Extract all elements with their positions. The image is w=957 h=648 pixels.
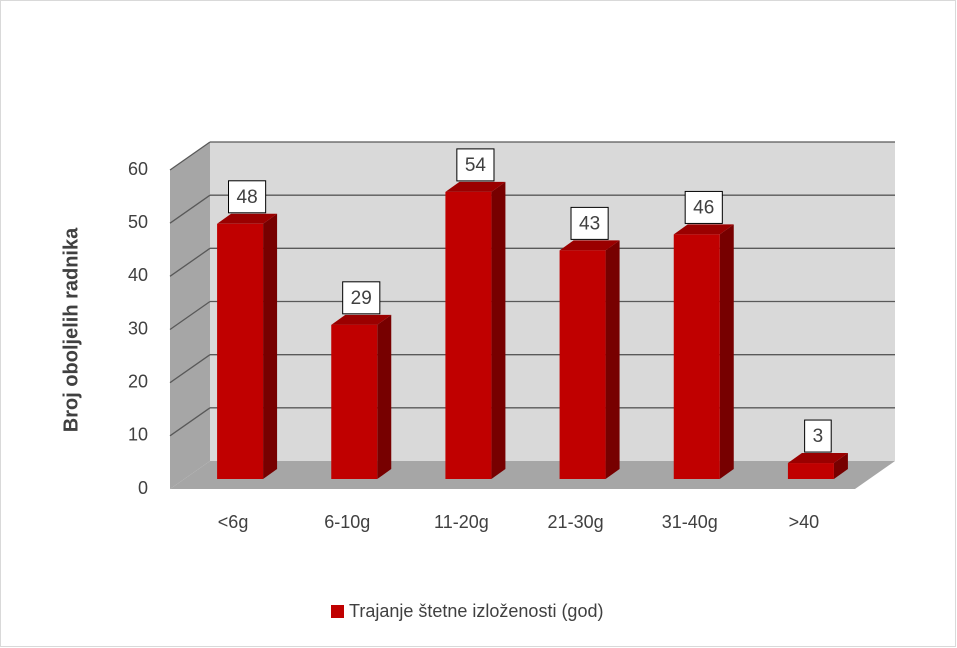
y-tick-label: 30	[128, 318, 148, 338]
bar-top	[787, 453, 848, 464]
y-axis-title: Broj oboljelih radnika	[60, 227, 82, 432]
data-label: 46	[693, 197, 714, 218]
bar	[673, 234, 720, 479]
bar-side	[263, 213, 278, 480]
data-label: 29	[351, 288, 372, 309]
bar-top	[331, 314, 392, 325]
grid-line	[169, 141, 211, 171]
data-label: 43	[579, 213, 600, 234]
data-label: 48	[237, 187, 258, 208]
data-label-box	[228, 180, 267, 214]
y-tick-label: 40	[128, 265, 148, 285]
legend-swatch	[331, 605, 344, 618]
x-tick-label: 6-10g	[324, 512, 370, 532]
bar	[445, 191, 492, 479]
x-tick-label: >40	[789, 512, 820, 532]
x-tick-label: 21-30g	[548, 512, 604, 532]
data-label-box	[342, 281, 381, 315]
bar-side	[605, 240, 620, 479]
data-label: 54	[465, 155, 487, 176]
y-tick-label: 60	[128, 159, 148, 179]
bar-top	[445, 181, 506, 192]
bar-top	[673, 224, 734, 235]
grid-line	[169, 247, 211, 277]
grid-line	[169, 407, 211, 437]
grid-line	[169, 354, 211, 384]
y-tick-label: 50	[128, 212, 148, 232]
x-tick-label: <6g	[218, 512, 249, 532]
floor	[170, 461, 895, 489]
bar	[331, 324, 378, 479]
legend-label: Trajanje štetne izloženosti (god)	[349, 601, 603, 621]
data-label-box	[570, 206, 609, 240]
bar-side	[833, 453, 848, 479]
y-tick-label: 10	[128, 425, 148, 445]
bar-top	[217, 213, 278, 224]
data-label-box	[456, 148, 495, 182]
y-tick-label: 20	[128, 371, 148, 391]
grid-line	[169, 194, 211, 224]
x-tick-label: 11-20g	[434, 512, 489, 532]
y-tick-label: 0	[138, 478, 148, 498]
bar-top	[559, 240, 620, 251]
data-label-box	[804, 419, 832, 453]
bar	[787, 463, 834, 479]
bar-side	[377, 314, 392, 479]
bar-side	[491, 181, 506, 479]
data-label-box	[684, 190, 723, 224]
bar-side	[719, 224, 734, 479]
bar	[217, 223, 264, 479]
x-tick-label: 31-40g	[662, 512, 718, 532]
bar	[559, 250, 606, 479]
grid-line	[169, 300, 211, 331]
data-label: 3	[813, 426, 824, 447]
